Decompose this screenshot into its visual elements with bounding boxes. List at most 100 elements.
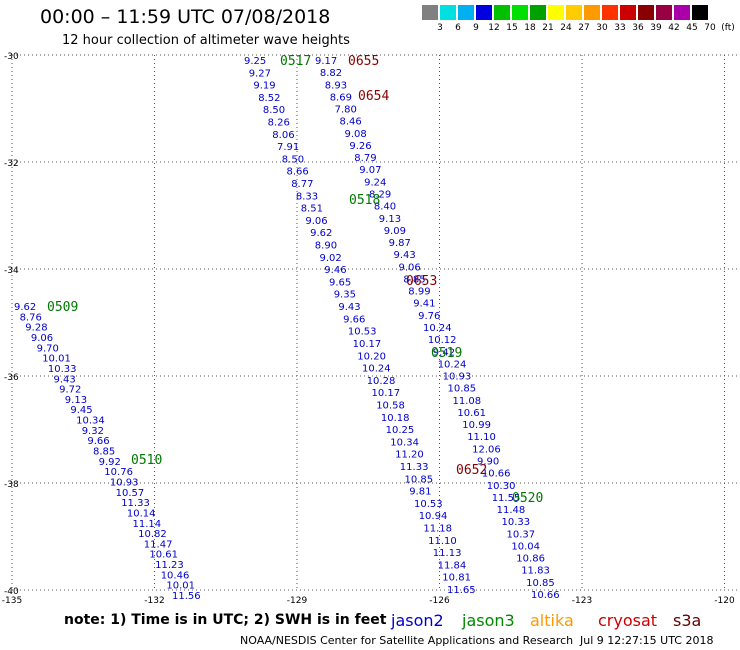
swh-value: 10.34 [76,416,105,427]
colorbar-swatch [548,5,565,20]
swh-value: 11.08 [453,396,482,407]
swh-value: 11.55 [492,493,521,504]
swh-value: 11.65 [447,585,476,596]
swh-value: 9.28 [25,323,47,334]
swh-value: 8.93 [325,80,347,91]
swh-value: 8.46 [340,117,362,128]
swh-value: 8.06 [272,130,294,141]
swh-value: 9.13 [379,214,401,225]
swh-value: 8.76 [20,312,42,323]
colorbar-swatch [620,5,637,20]
legend-jason3: jason3 [462,611,515,630]
swh-value: 9.43 [338,302,360,313]
swh-value: 8.33 [296,191,318,202]
lon-tick-label: -132 [144,596,164,606]
colorbar-tick-label: 70 [704,23,716,33]
swh-value: 9.72 [59,385,81,396]
pass-time-label: 0654 [358,89,389,104]
swh-value: 8.26 [268,118,290,129]
swh-value: 10.37 [507,529,536,540]
pass-time-label: 0510 [131,453,162,468]
swh-value: 11.84 [438,560,467,571]
swh-value: 9.19 [253,81,275,92]
swh-value: 10.18 [381,413,410,424]
map-axis-labels: -135 -132 -129 -126 -123 -120 -30 -32 -34 -36 -38 -… [2,52,735,606]
swh-value: 11.18 [423,524,452,535]
swh-value: 10.61 [149,550,178,561]
swh-value: 10.17 [372,388,401,399]
swh-value: 11.23 [155,560,184,571]
swh-value: 10.57 [116,488,145,499]
swh-value: 10.24 [362,364,391,375]
swh-value: 9.02 [320,253,342,264]
swh-value: 9.43 [394,250,416,261]
swh-value: 9.62 [14,302,36,313]
swh-value: 11.33 [400,462,429,473]
colorbar-swatch [458,5,475,20]
swh-value: 9.81 [409,487,431,498]
swh-value: 11.13 [433,548,462,559]
swh-value: 9.66 [87,436,109,447]
colorbar-swatch [440,5,457,20]
swh-value: 8.50 [282,154,304,165]
swh-value: 10.14 [127,508,156,519]
swh-value: 8.82 [320,68,342,79]
swh-value: 10.24 [438,359,467,370]
colorbar-tick-label: 21 [542,23,554,33]
swh-value: 9.62 [310,228,332,239]
pass-time-label: 0509 [47,300,78,315]
swh-value: 8.50 [263,105,285,116]
swh-value: 10.99 [462,420,491,431]
colorbar-tick-label: 18 [524,23,536,33]
swh-value: 10.66 [531,590,560,601]
swh-value: 9.25 [244,56,266,67]
swh-value: 8.52 [258,93,280,104]
swh-value: 9.42 [433,347,455,358]
page-title: 00:00 – 11:59 UTC 07/08/2018 [40,6,331,28]
pass-time-label: 0520 [512,491,543,506]
swh-value: 10.81 [442,573,471,584]
swh-value: 10.34 [390,437,419,448]
swh-value: 9.35 [334,290,356,301]
swh-value: 8.51 [301,204,323,215]
colorbar-swatch [602,5,619,20]
swh-value: 8.40 [374,202,396,213]
colorbar-tick-label: 39 [650,23,662,33]
swh-value: 9.46 [324,265,346,276]
footnote: note: 1) Time is in UTC; 2) SWH is in fe… [64,612,387,628]
swh-value: 9.08 [345,129,367,140]
swh-value: 10.24 [423,323,452,334]
swh-value: 8.79 [354,153,376,164]
colorbar-swatch [494,5,511,20]
swh-value: 9.13 [65,395,87,406]
legend-jason2: jason2 [391,611,444,630]
swh-value: 9.43 [54,374,76,385]
swh-value: 10.85 [448,384,477,395]
swh-value: 10.76 [104,467,133,478]
pass-time-label: 0519 [431,346,462,361]
swh-value: 7.80 [335,105,357,116]
swh-value: 8.77 [291,179,313,190]
swh-value: 9.65 [329,277,351,288]
legend-altika: altika [530,611,574,630]
swh-value: 9.41 [413,299,435,310]
colorbar-tick-label: 45 [686,23,698,33]
pass-time-label: 0655 [348,54,379,69]
swh-value: 10.53 [348,327,377,338]
swh-value: 9.06 [305,216,327,227]
colorbar-swatch [638,5,655,20]
legend-s3a: s3a [673,611,702,630]
colorbar-swatch [656,5,673,20]
legend-cryosat: cryosat [598,611,658,630]
colorbar-swatch [422,5,439,20]
swh-value: 10.82 [138,529,167,540]
swh-value: 8.85 [93,447,115,458]
colorbar-tick-label: 42 [668,23,680,33]
swh-value: 11.83 [521,566,550,577]
swh-value: 9.87 [389,238,411,249]
swh-value: 8.90 [315,241,337,252]
colorbar-swatch [584,5,601,20]
track-layer: 9.259.279.198.528.508.268.067.918.508.66… [14,56,560,602]
pass-time-label: 0518 [349,193,380,208]
pass-time-label: 0653 [406,274,437,289]
